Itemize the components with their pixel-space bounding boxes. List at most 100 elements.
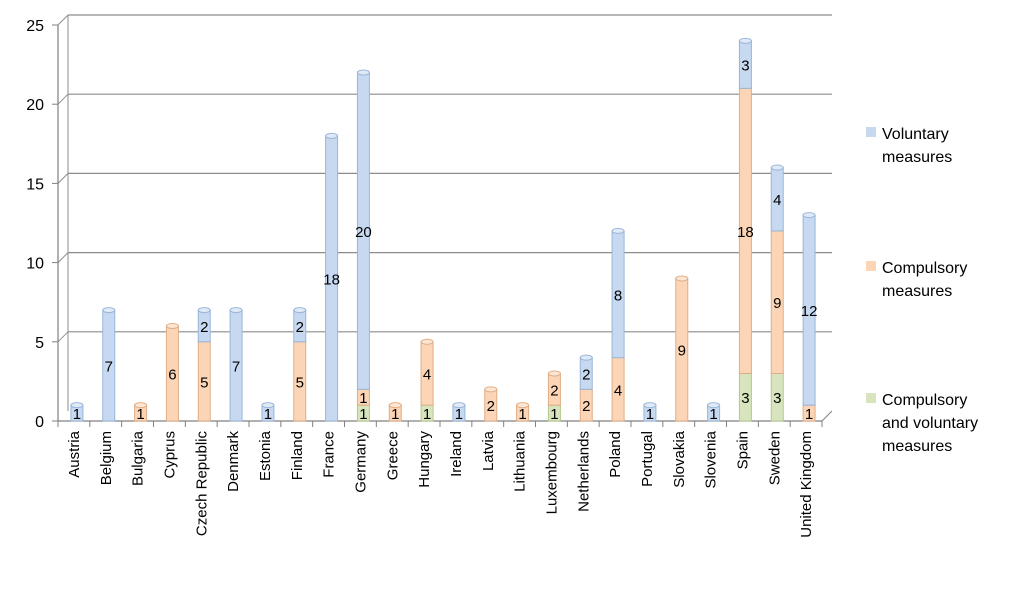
legend-label-both-line3: measures [882,438,952,455]
legend-label-voluntary-line1: Voluntary [882,126,949,143]
x-category-label: Austria [66,430,83,477]
data-label-voluntary: 12 [801,303,818,320]
x-category-label: Greece [384,431,401,480]
x-category-label: Slovakia [671,430,688,487]
x-category-label: Slovenia [703,430,720,488]
data-label-compulsory: 4 [423,366,431,383]
legend-label-voluntary-line2: measures [882,149,952,166]
legend-label-both-line2: and voluntary [882,415,978,432]
legend-swatch-compulsory-and-voluntary [866,393,876,403]
bar-cap [102,307,116,314]
data-label-compulsory: 1 [805,406,813,423]
data-label-voluntary: 1 [455,406,463,423]
bar-cap [420,338,434,345]
legend-swatch-compulsory [866,261,876,271]
bar-cap [70,402,84,409]
y-tick-label: 5 [35,335,44,352]
legend-item-voluntary: Voluntary measures [866,126,952,166]
data-label-both: 1 [550,406,558,423]
data-label-voluntary: 18 [323,271,340,288]
x-category-label: Latvia [480,430,497,471]
x-category-label: Sweden [766,431,783,485]
legend-swatch-voluntary [866,127,876,137]
data-label-compulsory: 1 [136,406,144,423]
data-label-both: 3 [773,390,781,407]
bar-cap [738,37,752,44]
data-label-compulsory: 4 [614,382,622,399]
data-label-voluntary: 2 [296,319,304,336]
data-label-compulsory: 2 [550,382,558,399]
data-label-both: 1 [423,406,431,423]
data-label-voluntary: 3 [741,58,749,75]
data-label-compulsory: 18 [737,224,754,241]
y-tick-label: 15 [26,176,44,193]
x-category-label: Poland [607,431,624,478]
bar-cap [325,132,339,139]
gridline-side [57,252,69,263]
bar-cap [229,307,243,314]
y-tick-label: 25 [26,18,44,35]
x-axis-category-labels: Austria Belgium Bulgaria Cyprus Czech Republ… [66,430,815,537]
data-label-voluntary: 2 [582,366,590,383]
axes [52,15,833,427]
bar-cap [770,164,784,171]
bar-cap [293,307,307,314]
x-category-label: United Kingdom [798,431,815,538]
data-label-voluntary: 20 [355,224,372,241]
data-label-compulsory: 1 [359,390,367,407]
legend: Voluntary measures Compulsory measures C… [866,126,978,455]
bar-cap [356,69,370,76]
bar-cap [484,386,498,393]
legend-item-compulsory: Compulsory measures [866,260,967,300]
x-category-label: Hungary [416,431,433,488]
data-label-voluntary: 8 [614,287,622,304]
data-label-compulsory: 6 [168,366,176,383]
y-tick-label: 20 [26,97,44,114]
data-label-compulsory: 9 [678,343,686,360]
data-label-both: 3 [741,390,749,407]
data-label-voluntary: 7 [105,359,113,376]
x-category-label: Estonia [257,430,274,481]
gridline-side [57,14,69,26]
data-label-compulsory: 5 [296,374,304,391]
x-category-label: Finland [289,431,306,480]
x-category-label: Luxembourg [543,431,560,514]
data-label-compulsory: 2 [582,398,590,415]
bar-cap [547,370,561,377]
data-label-compulsory: 1 [518,406,526,423]
bar-cap [165,322,179,329]
gridline-side [57,173,69,184]
bar-cap [134,402,148,409]
data-label-compulsory: 9 [773,295,781,312]
bar-cap [261,402,275,409]
data-label-voluntary: 4 [773,192,781,209]
legend-label-compulsory-line2: measures [882,283,952,300]
y-tick-label: 10 [26,256,44,273]
y-axis-tick-labels: 0 5 10 15 20 25 [26,18,44,431]
y-tick-label: 0 [35,414,44,431]
x-category-label: France [321,431,338,478]
bar-cap [707,402,721,409]
data-label-voluntary: 2 [200,319,208,336]
bar-cap [611,227,625,234]
data-label-voluntary: 1 [73,406,81,423]
gridline-side [57,93,69,105]
x-category-label: Spain [734,431,751,469]
bar-cap [802,212,816,219]
x-category-label: Belgium [98,431,115,485]
data-label-voluntary: 1 [264,406,272,423]
bar-cap [643,402,657,409]
x-category-label: Bulgaria [130,430,147,486]
x-category-label: Lithuania [512,430,529,492]
x-category-label: Portugal [639,431,656,487]
x-category-label: Czech Republic [193,431,210,537]
legend-label-both-line1: Compulsory [882,392,967,409]
gridline-side [57,331,69,343]
bar-cap [675,275,689,282]
data-label-compulsory: 2 [487,398,495,415]
bars [70,37,816,422]
legend-label-compulsory-line1: Compulsory [882,260,967,277]
x-category-label: Cyprus [161,431,178,479]
